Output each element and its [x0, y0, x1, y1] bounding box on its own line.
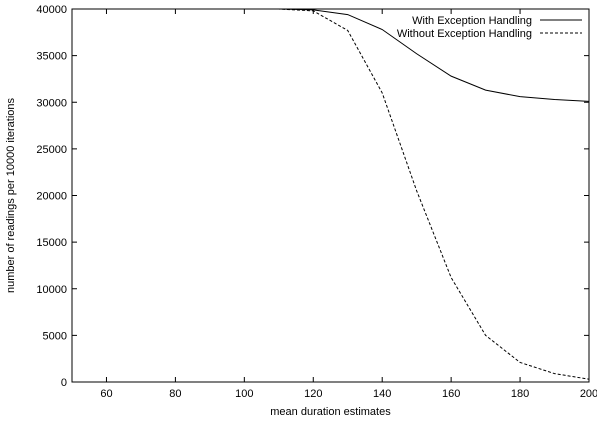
x-tick-label: 140	[373, 388, 391, 400]
x-tick-label: 160	[442, 388, 460, 400]
y-tick-label: 20000	[36, 191, 67, 203]
x-tick-label: 60	[100, 388, 112, 400]
series-layer	[72, 8, 590, 380]
plot-area	[71, 8, 590, 383]
y-tick-label: 10000	[36, 284, 67, 296]
y-axis-label: number of readings per 10000 iterations	[5, 97, 17, 293]
y-tick-label: 0	[61, 377, 67, 389]
y-tick-label: 30000	[36, 97, 67, 109]
legend-label-1: With Exception Handling	[412, 15, 532, 27]
x-tick-label: 200	[580, 388, 597, 400]
y-axis: 0 5000 10000 15000 20000 25000 30000 35000 40000	[36, 4, 589, 389]
legend-label-2: Without Exception Handling	[397, 28, 532, 40]
plot-frame	[71, 8, 590, 383]
x-tick-label: 100	[235, 388, 253, 400]
y-tick-label: 35000	[36, 51, 67, 63]
x-axis-label: mean duration estimates	[270, 406, 391, 418]
x-tick-label: 120	[304, 388, 322, 400]
x-axis: 60 80 100 120 140 160 180 200	[100, 9, 597, 400]
y-tick-label: 25000	[36, 144, 67, 156]
x-tick-label: 80	[169, 388, 181, 400]
y-tick-label: 5000	[43, 330, 67, 342]
y-tick-label: 40000	[36, 4, 67, 16]
series-line-2	[72, 8, 590, 380]
x-tick-label: 180	[511, 388, 529, 400]
y-tick-label: 15000	[36, 237, 67, 249]
